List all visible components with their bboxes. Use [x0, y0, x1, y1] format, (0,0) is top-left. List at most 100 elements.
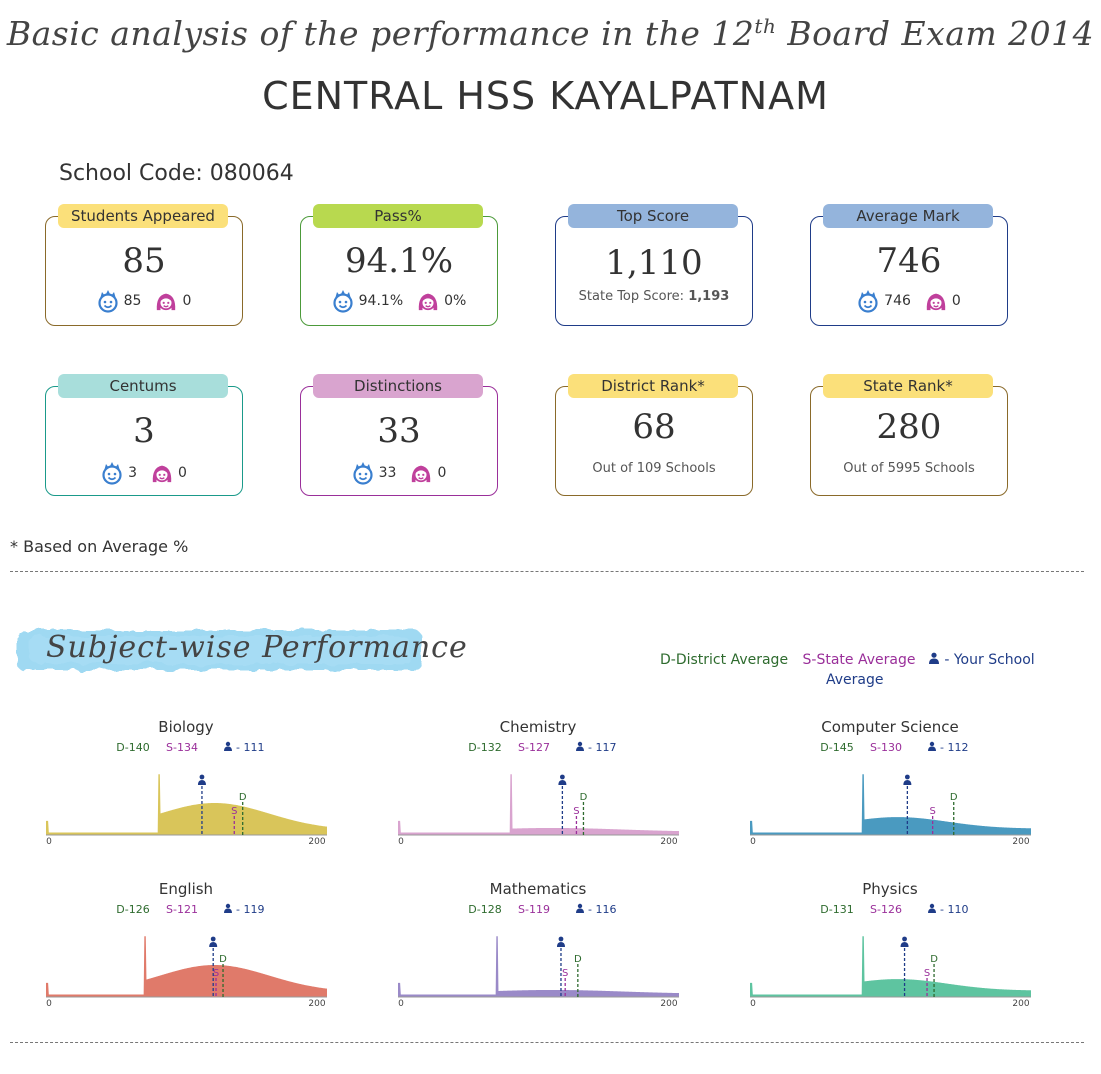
school-code: School Code: 080064 [59, 161, 294, 186]
girl-icon [926, 293, 946, 311]
girls-count: 0% [417, 289, 466, 313]
boy-icon [102, 462, 122, 485]
state-marker-label: S [924, 968, 930, 979]
state-marker-label: S [562, 968, 568, 979]
section-title: Subject-wise Performance [46, 630, 468, 665]
divider-bottom [10, 1042, 1084, 1043]
stat-card: State Rank* 280 Out of 5995 Schools [810, 374, 1008, 496]
chart-title: Physics [862, 880, 918, 898]
boys-value: 85 [123, 293, 142, 309]
district-average: D-145 [820, 741, 853, 754]
subject-chart: Biology D-140 S-134 - 111 0 200 D S [40, 716, 340, 866]
legend-district: D-District Average [660, 652, 789, 668]
card-label: Students Appeared [58, 204, 228, 228]
district-marker-label: D [930, 954, 938, 965]
x-tick-label: 0 [398, 837, 404, 847]
card-label: Average Mark [823, 204, 993, 228]
gender-breakdown: 746 0 [811, 289, 1007, 313]
boys-value: 746 [884, 293, 911, 309]
girl-icon [152, 465, 172, 483]
boys-count: 85 [97, 289, 142, 313]
card-label: Pass% [313, 204, 483, 228]
chart-title: Computer Science [821, 718, 958, 736]
district-average: D-128 [468, 903, 501, 916]
chart-title: Chemistry [500, 718, 577, 736]
subject-chart-svg: Chemistry D-132 S-127 - 117 0 200 DS [398, 718, 679, 847]
x-tick-label: 0 [398, 999, 404, 1009]
footnote: * Based on Average % [10, 537, 189, 556]
subject-chart-svg: English D-126 S-121 - 119 0 200 DS [46, 880, 327, 1009]
card-subtext-label: Out of 109 Schools [592, 461, 716, 476]
district-marker-label: D [239, 792, 247, 803]
x-tick-label: 0 [750, 999, 756, 1009]
card-subtext-label: Out of 5995 Schools [843, 461, 975, 476]
subject-chart-svg: Computer Science D-145 S-130 - 112 0 200 D S [750, 718, 1031, 847]
card-value: 3 [133, 411, 155, 451]
girls-value: 0% [444, 293, 467, 309]
school-marker-icon [900, 936, 909, 947]
district-average: D-132 [468, 741, 501, 754]
district-marker-label: D [574, 954, 582, 965]
person-icon [928, 903, 936, 913]
state-average: S-127 [518, 741, 550, 754]
card-label: Distinctions [313, 374, 483, 398]
card-value: 68 [632, 407, 676, 447]
legend-state: S-State Average [802, 652, 916, 668]
district-average: D-140 [116, 741, 149, 754]
card-value: 1,110 [605, 243, 703, 283]
subject-chart-svg: Physics D-131 S-126 - 110 0 200 DS [750, 880, 1031, 1009]
stat-card: Students Appeared 85 85 0 [45, 204, 243, 326]
report-title-sup: th [754, 14, 777, 38]
subject-chart-svg: Biology D-140 S-134 - 111 0 200 DS [46, 718, 327, 847]
distribution-area [750, 774, 1031, 835]
legend-school-text: - Your School [944, 652, 1035, 668]
card-subtext-value: 1,193 [688, 289, 730, 304]
card-subtext: Out of 5995 Schools [811, 461, 1007, 476]
boy-icon [353, 462, 373, 485]
gender-breakdown: 85 0 [46, 289, 242, 313]
stat-card: Pass% 94.1% 94.1% 0% [300, 204, 498, 326]
person-icon [224, 741, 232, 751]
girls-value: 0 [437, 465, 447, 481]
state-marker-label: S [213, 968, 219, 979]
x-tick-label: 0 [46, 837, 52, 847]
stat-card: Top Score 1,110 State Top Score: 1,193 [555, 204, 753, 326]
report-title-main: Basic analysis of the performance in the… [6, 14, 755, 53]
state-marker-label: S [231, 806, 237, 817]
chart-title: English [159, 880, 213, 898]
boy-icon [333, 290, 353, 313]
stat-card: District Rank* 68 Out of 109 Schools [555, 374, 753, 496]
card-value: 280 [876, 407, 942, 447]
girl-icon [157, 293, 176, 311]
x-tick-label: 200 [1012, 837, 1029, 847]
girls-value: 0 [178, 465, 187, 481]
boys-count: 3 [101, 461, 137, 485]
state-marker-label: S [929, 806, 935, 817]
subject-chart: Physics D-131 S-126 - 110 0 200 D S [744, 878, 1044, 1028]
school-average: - 112 [940, 741, 968, 754]
school-marker-icon [209, 936, 218, 947]
girl-icon [418, 293, 438, 311]
chart-title: Mathematics [490, 880, 587, 898]
gender-breakdown: 33 0 [301, 461, 497, 485]
x-tick-label: 200 [660, 837, 677, 847]
chart-title: Biology [158, 718, 214, 736]
x-tick-label: 200 [1012, 999, 1029, 1009]
card-value: 94.1% [344, 241, 453, 281]
girls-value: 0 [951, 293, 961, 309]
distribution-area [398, 936, 679, 997]
district-average: D-126 [116, 903, 149, 916]
subject-chart: Chemistry D-132 S-127 - 117 0 200 D S [392, 716, 692, 866]
person-icon [576, 903, 584, 913]
distribution-area [46, 936, 327, 997]
chart-legend: D-District Average S-State Average - You… [660, 650, 1080, 690]
subject-chart: English D-126 S-121 - 119 0 200 D S [40, 878, 340, 1028]
district-marker-label: D [219, 954, 227, 965]
card-label: State Rank* [823, 374, 993, 398]
report-title: Basic analysis of the performance in the… [0, 14, 1101, 53]
person-icon [224, 903, 232, 913]
report-title-tail: Board Exam 2014 [776, 14, 1095, 53]
distribution-area [750, 936, 1031, 997]
state-average: S-126 [870, 903, 902, 916]
